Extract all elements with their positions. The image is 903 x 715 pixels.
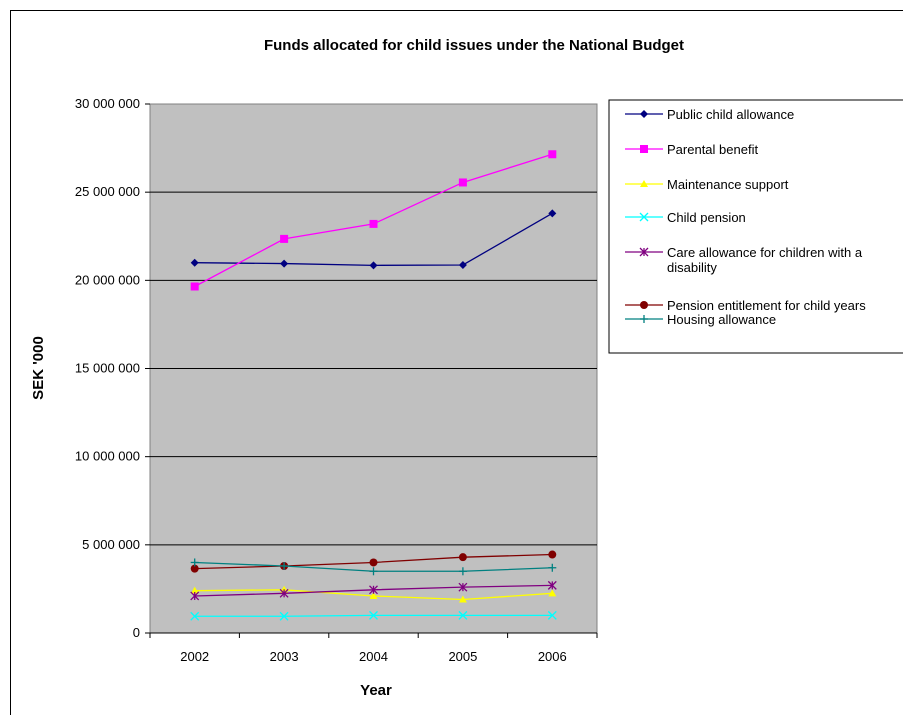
- circle-marker: [190, 564, 199, 573]
- x-marker: [458, 610, 468, 620]
- legend-entry-parental-benefit: Parental benefit: [625, 142, 758, 157]
- square-marker: [190, 282, 199, 291]
- asterisk-marker: [547, 580, 557, 590]
- plus-marker: [548, 563, 557, 572]
- legend-label: Maintenance support: [667, 177, 789, 192]
- circle-marker: [640, 301, 648, 309]
- diamond-marker: [640, 110, 648, 118]
- plus-marker: [640, 315, 648, 323]
- asterisk-marker: [279, 588, 289, 598]
- circle-marker: [548, 550, 557, 559]
- legend-entry-housing-allowance: Housing allowance: [625, 312, 776, 327]
- triangle-marker: [458, 595, 467, 603]
- x-tick-label: 2004: [359, 649, 388, 664]
- legend-entry-maintenance-support: Maintenance support: [625, 177, 789, 192]
- legend-label: Care allowance for children with a: [667, 245, 863, 260]
- x-axis-title: Year: [360, 682, 392, 699]
- legend: Public child allowance Parental benefit Ma…: [625, 107, 866, 327]
- x-marker: [547, 610, 557, 620]
- plus-marker: [190, 558, 199, 567]
- plus-marker: [280, 561, 289, 570]
- y-tick-label: 0: [133, 625, 140, 640]
- series-housing-allowance: [190, 558, 557, 576]
- triangle-marker: [640, 180, 648, 187]
- x-tick-label: 2006: [538, 649, 567, 664]
- x-marker: [369, 610, 378, 620]
- square-marker: [280, 234, 289, 243]
- legend-label: Housing allowance: [667, 312, 776, 327]
- series-lines: [190, 150, 557, 621]
- y-tick-label: 10 000 000: [75, 449, 140, 464]
- series-child-pension: [190, 610, 557, 621]
- legend-entry-public-child-allowance: Public child allowance: [625, 107, 794, 122]
- asterisk-marker: [639, 247, 649, 257]
- y-axis-title: SEK '000: [30, 336, 47, 400]
- chart-title: Funds allocated for child issues under t…: [264, 37, 684, 54]
- circle-marker: [458, 553, 467, 562]
- x-tick-label: 2002: [180, 649, 209, 664]
- square-marker: [369, 219, 378, 228]
- diamond-marker: [548, 209, 557, 218]
- x-marker: [190, 611, 200, 621]
- plus-marker: [369, 567, 378, 576]
- circle-marker: [369, 558, 378, 567]
- y-axis: 0 5 000 000 10 000 000 15 000 000 20 000 000…: [75, 96, 150, 640]
- diamond-marker: [280, 259, 289, 268]
- square-marker: [548, 150, 557, 159]
- y-tick-label: 25 000 000: [75, 184, 140, 199]
- legend-label: Public child allowance: [667, 107, 794, 122]
- x-marker: [279, 611, 289, 621]
- square-marker: [458, 178, 467, 187]
- diamond-marker: [369, 261, 378, 270]
- square-marker: [640, 145, 648, 153]
- legend-label: Child pension: [667, 210, 746, 225]
- legend-label: Parental benefit: [667, 142, 758, 157]
- series-care-allowance-for-children-with-a-disability: [190, 580, 557, 601]
- legend-label: Pension entitlement for child years: [667, 298, 866, 313]
- asterisk-marker: [369, 585, 378, 595]
- y-tick-label: 15 000 000: [75, 361, 140, 376]
- series-parental-benefit: [190, 150, 557, 291]
- y-tick-label: 5 000 000: [82, 537, 140, 552]
- triangle-marker: [190, 586, 199, 594]
- triangle-marker: [548, 589, 557, 597]
- x-tick-label: 2005: [448, 649, 477, 664]
- x-axis: 2002 2003 2004 2005 2006: [149, 632, 598, 664]
- plus-marker: [458, 567, 467, 576]
- asterisk-marker: [458, 582, 468, 592]
- legend-entry-pension-entitlement-for-child-years: Pension entitlement for child years: [625, 298, 866, 313]
- legend-box: [608, 99, 903, 354]
- triangle-marker: [369, 591, 378, 599]
- series-public-child-allowance: [190, 209, 557, 270]
- y-tick-label: 20 000 000: [75, 272, 140, 287]
- diamond-marker: [458, 260, 467, 269]
- legend-entry-care-allowance-for-children-with-a-disability: Care allowance for children with adisabi…: [625, 245, 863, 275]
- chart-area: [10, 10, 903, 715]
- asterisk-marker: [190, 591, 200, 601]
- legend-label: disability: [667, 260, 717, 275]
- x-marker: [639, 212, 649, 222]
- legend-entry-child-pension: Child pension: [625, 210, 746, 225]
- x-tick-label: 2003: [270, 649, 299, 664]
- diamond-marker: [190, 258, 199, 267]
- y-tick-label: 30 000 000: [75, 96, 140, 111]
- series-pension-entitlement-for-child-years: [190, 550, 557, 573]
- gridlines: [150, 191, 597, 546]
